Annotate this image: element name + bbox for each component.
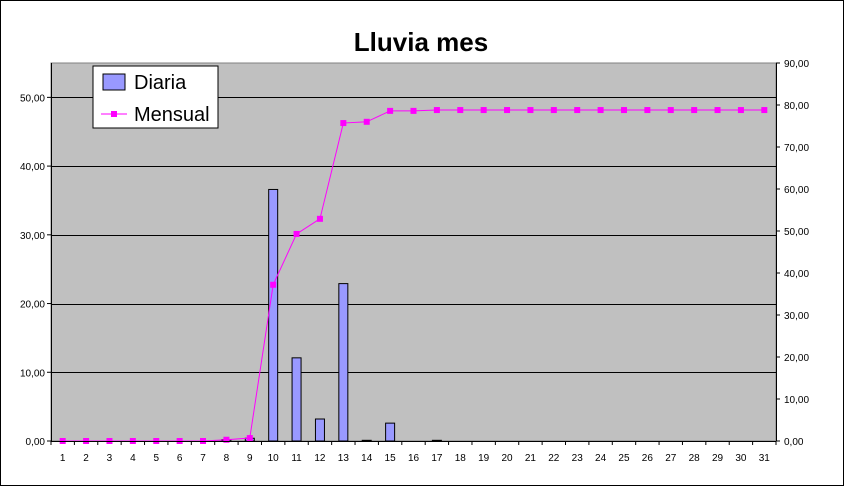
bar-diaria-day-11 xyxy=(291,357,302,442)
legend: Diaria Mensual xyxy=(92,65,219,129)
y-right-tick-label: 0,00 xyxy=(784,437,804,448)
bar-diaria-day-14 xyxy=(361,439,372,442)
x-tick-label: 4 xyxy=(130,453,136,464)
y-right-tick-label: 40,00 xyxy=(784,269,809,280)
marker-mensual-day-22 xyxy=(550,107,557,114)
marker-mensual-day-24 xyxy=(597,107,604,114)
y-right-tick-label: 10,00 xyxy=(784,395,809,406)
marker-mensual-day-17 xyxy=(433,107,440,114)
x-tick-label: 28 xyxy=(689,453,701,464)
x-tick-label: 3 xyxy=(107,453,113,464)
y-right-tick-label: 60,00 xyxy=(784,185,809,196)
x-tick-label: 21 xyxy=(525,453,537,464)
x-tick-label: 22 xyxy=(548,453,560,464)
marker-mensual-day-15 xyxy=(387,107,394,114)
bar-diaria-day-17 xyxy=(431,439,442,442)
x-tick-label: 15 xyxy=(385,453,397,464)
x-tick-label: 12 xyxy=(314,453,326,464)
y-left-tick-label: 0,00 xyxy=(26,437,46,448)
x-tick-label: 31 xyxy=(759,453,771,464)
x-tick-label: 23 xyxy=(572,453,584,464)
x-tick-label: 29 xyxy=(712,453,724,464)
x-tick-label: 18 xyxy=(455,453,467,464)
y-right-tick-label: 20,00 xyxy=(784,353,809,364)
marker-mensual-day-10 xyxy=(270,281,277,288)
x-tick-label: 13 xyxy=(338,453,350,464)
y-right-tick-label: 80,00 xyxy=(784,101,809,112)
x-tick-label: 7 xyxy=(200,453,206,464)
legend-label-mensual: Mensual xyxy=(134,104,210,126)
bar-diaria-day-15 xyxy=(385,422,396,442)
chart-title: Lluvia mes xyxy=(354,27,488,57)
marker-mensual-day-8 xyxy=(223,436,230,443)
marker-mensual-day-19 xyxy=(480,107,487,114)
x-tick-label: 30 xyxy=(735,453,747,464)
x-tick-label: 1 xyxy=(60,453,66,464)
marker-mensual-day-28 xyxy=(691,107,698,114)
x-tick-label: 9 xyxy=(247,453,253,464)
axes: 0,00 10,00 20,00 30,00 40,00 50,00 0,00 10,00 20… xyxy=(20,59,809,464)
marker-mensual-day-16 xyxy=(410,107,417,114)
x-tick-label: 19 xyxy=(478,453,490,464)
marker-mensual-day-21 xyxy=(527,107,534,114)
bar-diaria-day-13 xyxy=(338,283,349,442)
x-tick-label: 17 xyxy=(431,453,443,464)
marker-mensual-day-9 xyxy=(246,435,253,442)
marker-mensual-day-30 xyxy=(737,107,744,114)
marker-mensual-day-23 xyxy=(574,107,581,114)
marker-mensual-day-13 xyxy=(340,120,347,127)
x-tick-label: 20 xyxy=(501,453,513,464)
y-right-tick-label: 50,00 xyxy=(784,227,809,238)
bar-diaria-day-10 xyxy=(268,188,279,442)
y-left-tick-label: 20,00 xyxy=(20,300,45,311)
marker-mensual-day-26 xyxy=(644,107,651,114)
y-right-tick-label: 30,00 xyxy=(784,311,809,322)
x-tick-label: 10 xyxy=(268,453,280,464)
marker-mensual-day-25 xyxy=(620,107,627,114)
x-tick-label: 14 xyxy=(361,453,373,464)
legend-label-diaria: Diaria xyxy=(134,72,187,94)
marker-mensual-day-18 xyxy=(457,107,464,114)
legend-marker-mensual xyxy=(111,111,117,117)
x-tick-label: 6 xyxy=(177,453,183,464)
x-tick-label: 25 xyxy=(618,453,630,464)
marker-mensual-day-29 xyxy=(714,107,721,114)
x-tick-label: 5 xyxy=(153,453,159,464)
x-tick-label: 27 xyxy=(665,453,677,464)
x-tick-label: 26 xyxy=(642,453,654,464)
x-tick-label: 2 xyxy=(83,453,89,464)
x-tick-label: 24 xyxy=(595,453,607,464)
legend-swatch-diaria xyxy=(102,73,126,91)
y-left-tick-label: 10,00 xyxy=(20,368,45,379)
y-left-tick-label: 50,00 xyxy=(20,93,45,104)
x-tick-label: 16 xyxy=(408,453,420,464)
y-left-tick-label: 40,00 xyxy=(20,162,45,173)
bar-diaria-day-12 xyxy=(314,418,325,442)
marker-mensual-day-14 xyxy=(363,118,370,125)
y-right-tick-label: 70,00 xyxy=(784,143,809,154)
y-left-tick-label: 30,00 xyxy=(20,231,45,242)
marker-mensual-day-12 xyxy=(316,215,323,222)
y-right-tick-label: 90,00 xyxy=(784,59,809,70)
marker-mensual-day-31 xyxy=(761,107,768,114)
x-tick-label: 8 xyxy=(224,453,230,464)
marker-mensual-day-20 xyxy=(504,107,511,114)
x-tick-label: 11 xyxy=(291,453,302,464)
marker-mensual-day-27 xyxy=(667,107,674,114)
marker-mensual-day-11 xyxy=(293,230,300,237)
